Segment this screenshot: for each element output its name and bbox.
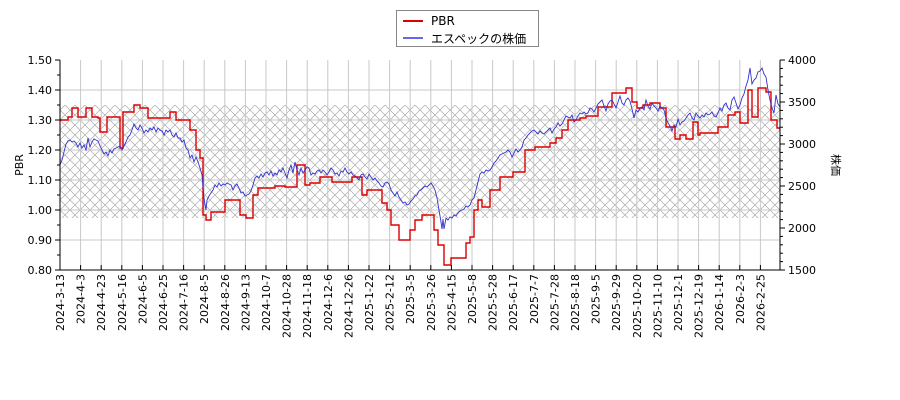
left-tick-label: 0.90	[28, 234, 53, 247]
pbr-swatch-icon	[403, 20, 423, 22]
left-axis-ticks: 0.80 0.90 1.00 1.10 1.20 1.30 1.40 1.50	[28, 54, 60, 277]
grid-lines	[60, 60, 780, 270]
shaded-band	[60, 105, 780, 218]
left-tick-label: 1.20	[28, 144, 53, 157]
x-tick-label: 2025-5-28	[487, 274, 500, 331]
x-tick-label: 2026-2-3	[734, 274, 747, 324]
legend-label-pbr: PBR	[431, 14, 455, 28]
x-tick-label: 2025-3-5	[404, 274, 417, 324]
x-tick-label: 2025-7-7	[528, 274, 541, 324]
legend-item-pbr: PBR	[403, 13, 455, 29]
x-tick-label: 2025-12-19	[693, 274, 706, 338]
right-tick-label: 3500	[788, 96, 816, 109]
right-tick-label: 2500	[788, 180, 816, 193]
x-tick-label: 2025-2-12	[384, 274, 397, 331]
x-tick-label: 2025-3-26	[425, 274, 438, 331]
x-tick-label: 2026-1-14	[713, 274, 726, 331]
x-tick-label: 2025-12-1	[672, 274, 685, 331]
pbr-line	[60, 87, 780, 266]
x-tick-label: 2025-10-20	[631, 274, 644, 338]
right-axis-title: 株価	[829, 154, 843, 176]
x-tick-label: 2024-12-26	[342, 274, 355, 338]
left-tick-label: 1.30	[28, 114, 53, 127]
stock-price-swatch-icon	[403, 37, 423, 39]
x-tick-label: 2024-4-23	[95, 274, 108, 331]
legend: PBR エスペックの株価	[396, 10, 539, 47]
x-tick-label: 2024-6-5	[136, 274, 149, 324]
right-tick-label: 2000	[788, 222, 816, 235]
x-tick-label: 2024-11-18	[301, 274, 314, 338]
x-tick-label: 2024-6-25	[157, 274, 170, 331]
x-tick-label: 2024-10-28	[281, 274, 294, 338]
x-tick-label: 2025-5-8	[466, 274, 479, 324]
right-tick-label: 3000	[788, 138, 816, 151]
right-tick-label: 1500	[788, 264, 816, 277]
x-tick-label: 2024-8-26	[219, 274, 232, 331]
x-axis-ticks: 2024-3-13 2024-4-3 2024-4-23 2024-5-16 2024-…	[54, 265, 767, 338]
x-tick-label: 2024-9-13	[239, 274, 252, 331]
left-axis-title: PBR	[13, 154, 26, 176]
x-tick-label: 2025-8-18	[569, 274, 582, 331]
x-tick-label: 2025-9-5	[590, 274, 603, 324]
x-tick-label: 2024-10-7	[260, 274, 273, 331]
left-tick-label: 1.50	[28, 54, 53, 67]
left-tick-label: 1.10	[28, 174, 53, 187]
x-tick-label: 2025-1-22	[363, 274, 376, 331]
x-tick-label: 2025-9-29	[610, 274, 623, 331]
legend-label-stock-price: エスペックの株価	[431, 31, 527, 46]
x-tick-label: 2026-2-25	[754, 274, 767, 331]
x-tick-label: 2025-4-15	[445, 274, 458, 331]
legend-item-stock-price: エスペックの株価	[403, 30, 526, 46]
x-tick-label: 2025-11-10	[651, 274, 664, 338]
stock-price-line	[59, 66, 781, 230]
left-tick-label: 0.80	[28, 264, 53, 277]
right-axis-ticks: 1500 2000 2500 3000 3500 4000	[780, 54, 816, 277]
right-tick-label: 4000	[788, 54, 816, 67]
x-tick-label: 2024-12-6	[322, 274, 335, 331]
x-tick-label: 2025-6-17	[507, 274, 520, 331]
x-tick-label: 2024-4-3	[75, 274, 88, 324]
x-tick-label: 2025-7-28	[548, 274, 561, 331]
x-tick-label: 2024-3-13	[54, 274, 67, 331]
x-tick-label: 2024-8-5	[198, 274, 211, 324]
x-tick-label: 2024-5-16	[116, 274, 129, 331]
left-tick-label: 1.00	[28, 204, 53, 217]
left-tick-label: 1.40	[28, 84, 53, 97]
x-tick-label: 2024-7-16	[178, 274, 191, 331]
